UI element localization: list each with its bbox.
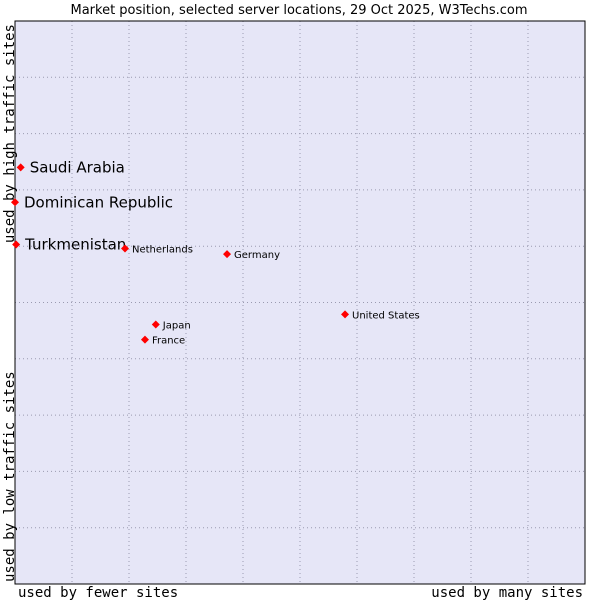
point-marker [11,198,19,207]
point-marker [12,240,21,249]
point-label: Dominican Republic [24,193,173,211]
chart-title: Market position, selected server locatio… [70,3,527,18]
point-marker [341,310,350,319]
point-marker [223,250,232,259]
point-label: Saudi Arabia [30,158,125,176]
data-points: Saudi Arabia Dominican Republic Turkmenist… [11,158,420,347]
point-marker [151,320,160,329]
point-turkmenistan: Turkmenistan [12,236,126,254]
point-label: Germany [234,250,280,261]
y-axis-label-top: used by high traffic sites [2,24,18,243]
plot-border [14,20,586,585]
point-marker [140,335,149,344]
y-axis-label-bottom: used by low traffic sites [2,371,18,582]
grid-lines [15,21,585,584]
x-axis-label-left: used by fewer sites [18,585,178,600]
point-label: France [152,336,185,347]
point-netherlands: Netherlands [121,244,193,255]
x-axis-label-right: used by many sites [431,585,583,600]
point-france: France [140,335,185,347]
point-label: Netherlands [132,244,193,255]
point-label: Turkmenistan [24,236,126,254]
point-dominican-republic: Dominican Republic [11,193,173,211]
point-label: United States [352,310,420,321]
point-united-states: United States [341,310,420,321]
point-marker [16,163,25,172]
point-japan: Japan [151,320,191,331]
point-saudi-arabia: Saudi Arabia [16,158,125,176]
point-marker [121,244,130,253]
point-germany: Germany [223,250,280,261]
point-label: Japan [162,320,191,331]
